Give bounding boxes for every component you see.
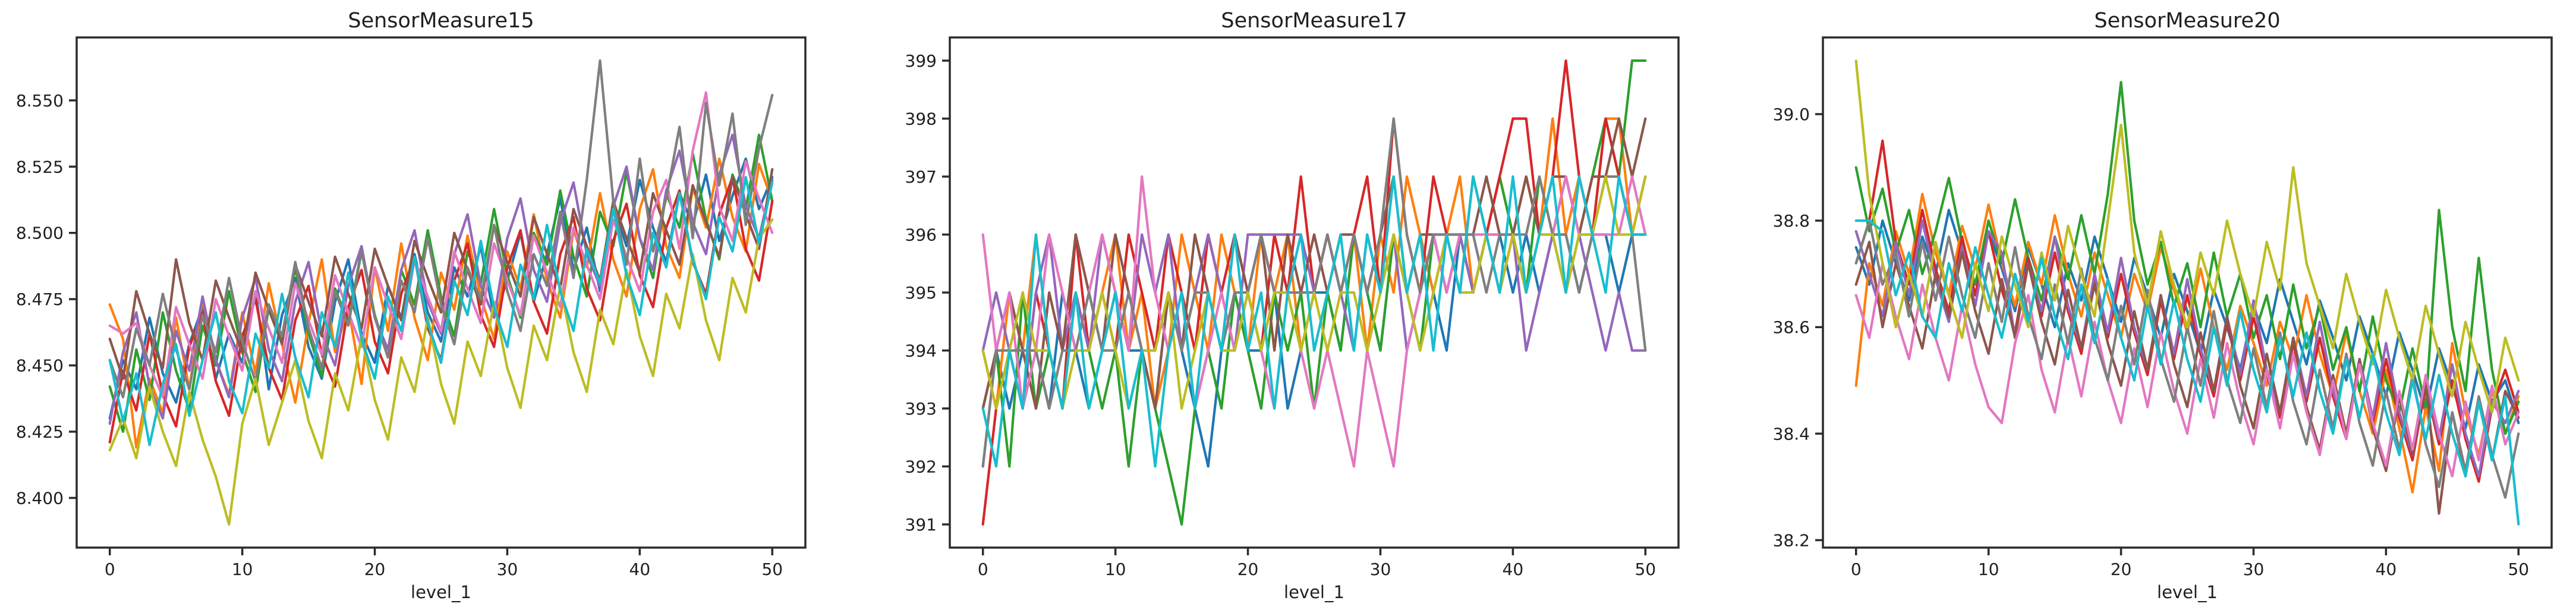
y-tick-label: 38.8 — [1773, 211, 1810, 231]
x-tick-label: 0 — [1851, 559, 1862, 579]
y-tick-label: 8.400 — [16, 488, 64, 508]
line-series-7 — [108, 59, 774, 399]
x-tick-label: 50 — [1635, 559, 1656, 579]
y-tick-label: 8.550 — [16, 91, 64, 111]
line-series-6 — [108, 91, 774, 399]
x-tick-label: 40 — [629, 559, 651, 579]
x-tick-label: 40 — [2376, 559, 2397, 579]
line-series-8 — [1854, 59, 2520, 414]
x-tick-label: 20 — [1237, 559, 1259, 579]
y-tick-label: 38.6 — [1773, 317, 1810, 337]
x-tick-label: 50 — [2508, 559, 2529, 579]
y-tick-label: 397 — [905, 167, 937, 187]
y-tick-label: 39.0 — [1773, 105, 1810, 124]
x-tick-label: 40 — [1503, 559, 1524, 579]
y-tick-label: 396 — [905, 225, 937, 245]
line-series-9 — [1854, 219, 2520, 526]
y-tick-label: 8.525 — [16, 157, 64, 177]
line-series-6 — [1854, 262, 2520, 478]
x-tick-label: 10 — [1978, 559, 1999, 579]
x-tick-label: 10 — [1105, 559, 1126, 579]
line-series-9 — [981, 175, 1647, 468]
x-tick-label: 30 — [497, 559, 518, 579]
y-tick-label: 38.4 — [1773, 424, 1810, 444]
x-tick-label: 20 — [364, 559, 386, 579]
y-tick-label: 394 — [905, 341, 937, 361]
line-series-8 — [108, 218, 774, 526]
x-tick-label: 0 — [105, 559, 115, 579]
x-tick-label: 10 — [232, 559, 253, 579]
x-axis-label: level_1 — [1284, 582, 1344, 602]
y-tick-label: 391 — [905, 515, 937, 535]
y-tick-label: 8.500 — [16, 224, 64, 243]
subplot-SensorMeasure15: 0 10 20 30 40 50 8.400 8.425 8.450 8.475 8.500 8.52… — [16, 9, 807, 602]
subplot-SensorMeasure20: 0 10 20 30 40 50 38.2 38.4 38.6 38.8 39.0 SensorMea… — [1773, 9, 2553, 602]
chart-title: SensorMeasure20 — [2094, 9, 2280, 33]
y-tick-label: 395 — [905, 283, 937, 303]
x-tick-label: 0 — [978, 559, 988, 579]
y-tick-label: 399 — [905, 51, 937, 71]
x-axis-label: level_1 — [2157, 582, 2218, 602]
y-tick-label: 38.2 — [1773, 530, 1810, 550]
x-tick-label: 30 — [1370, 559, 1391, 579]
x-tick-label: 50 — [761, 559, 783, 579]
chart-title: SensorMeasure15 — [348, 9, 534, 33]
y-tick-label: 393 — [905, 399, 937, 419]
x-tick-label: 20 — [2111, 559, 2132, 579]
line-series-9 — [108, 176, 774, 447]
x-axis-label: level_1 — [411, 582, 471, 602]
y-tick-label: 8.425 — [16, 422, 64, 442]
x-tick-label: 30 — [2243, 559, 2265, 579]
y-tick-label: 8.450 — [16, 356, 64, 376]
chart-title: SensorMeasure17 — [1221, 9, 1407, 33]
y-tick-label: 392 — [905, 457, 937, 477]
line-series-3 — [1854, 139, 2520, 483]
y-tick-label: 398 — [905, 109, 937, 129]
subplot-SensorMeasure17: 0 10 20 30 40 50 391 392 393 394 395 396 397 398 399 Se… — [905, 9, 1680, 602]
y-tick-label: 8.475 — [16, 290, 64, 309]
